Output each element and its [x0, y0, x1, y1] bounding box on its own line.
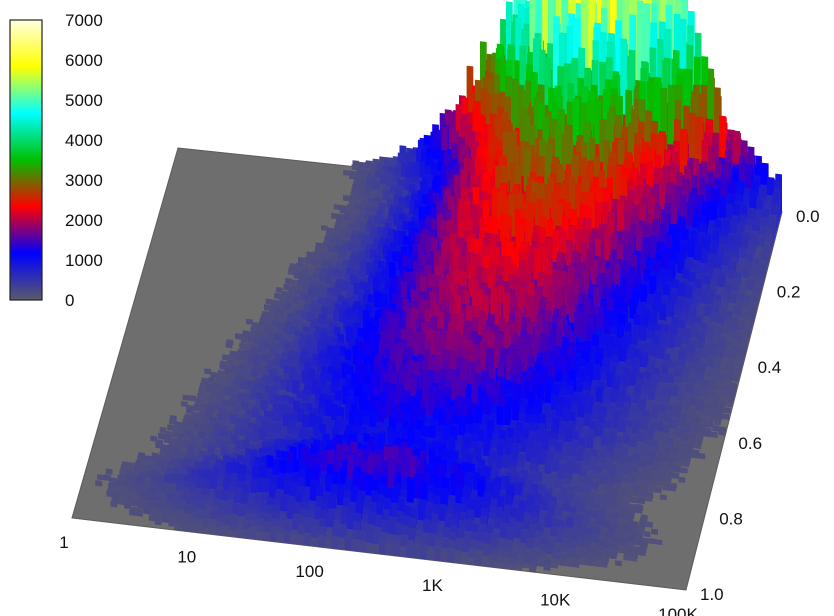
surface-cell	[265, 298, 273, 305]
surface-cell	[240, 337, 248, 344]
surface-cell	[349, 172, 356, 180]
surface-cell	[343, 195, 350, 202]
surface-cell	[298, 256, 305, 264]
surface-cell	[264, 304, 271, 311]
surface-cell	[732, 374, 739, 383]
surface-cell	[225, 342, 233, 349]
surface-cell	[210, 371, 217, 379]
surface-cell	[724, 407, 731, 414]
surface-cell	[725, 401, 733, 408]
surface-cell	[306, 251, 314, 259]
surface-cell	[285, 277, 292, 285]
surface-cell	[274, 292, 281, 300]
surface-cell	[235, 333, 242, 340]
surface-cell	[708, 414, 715, 422]
surface-cell	[239, 342, 246, 350]
surface-cell	[343, 169, 350, 176]
surface-cell	[287, 269, 295, 276]
surface-ridges	[95, 0, 782, 573]
surface-cell	[246, 318, 253, 325]
surface-cell	[204, 368, 211, 375]
surface-cell	[706, 420, 714, 428]
surface-cell	[347, 204, 354, 212]
surface-cell	[275, 287, 283, 294]
surface-cell	[712, 425, 720, 432]
surface-cell	[714, 419, 721, 426]
surface-cell	[331, 212, 338, 220]
surface-cell	[321, 225, 328, 231]
surface-cell	[333, 204, 341, 210]
surface-cell	[222, 354, 229, 361]
surface-cell	[304, 257, 312, 265]
surface-cell	[718, 429, 726, 436]
surface-cell	[722, 413, 730, 420]
surface-cell	[283, 283, 291, 291]
